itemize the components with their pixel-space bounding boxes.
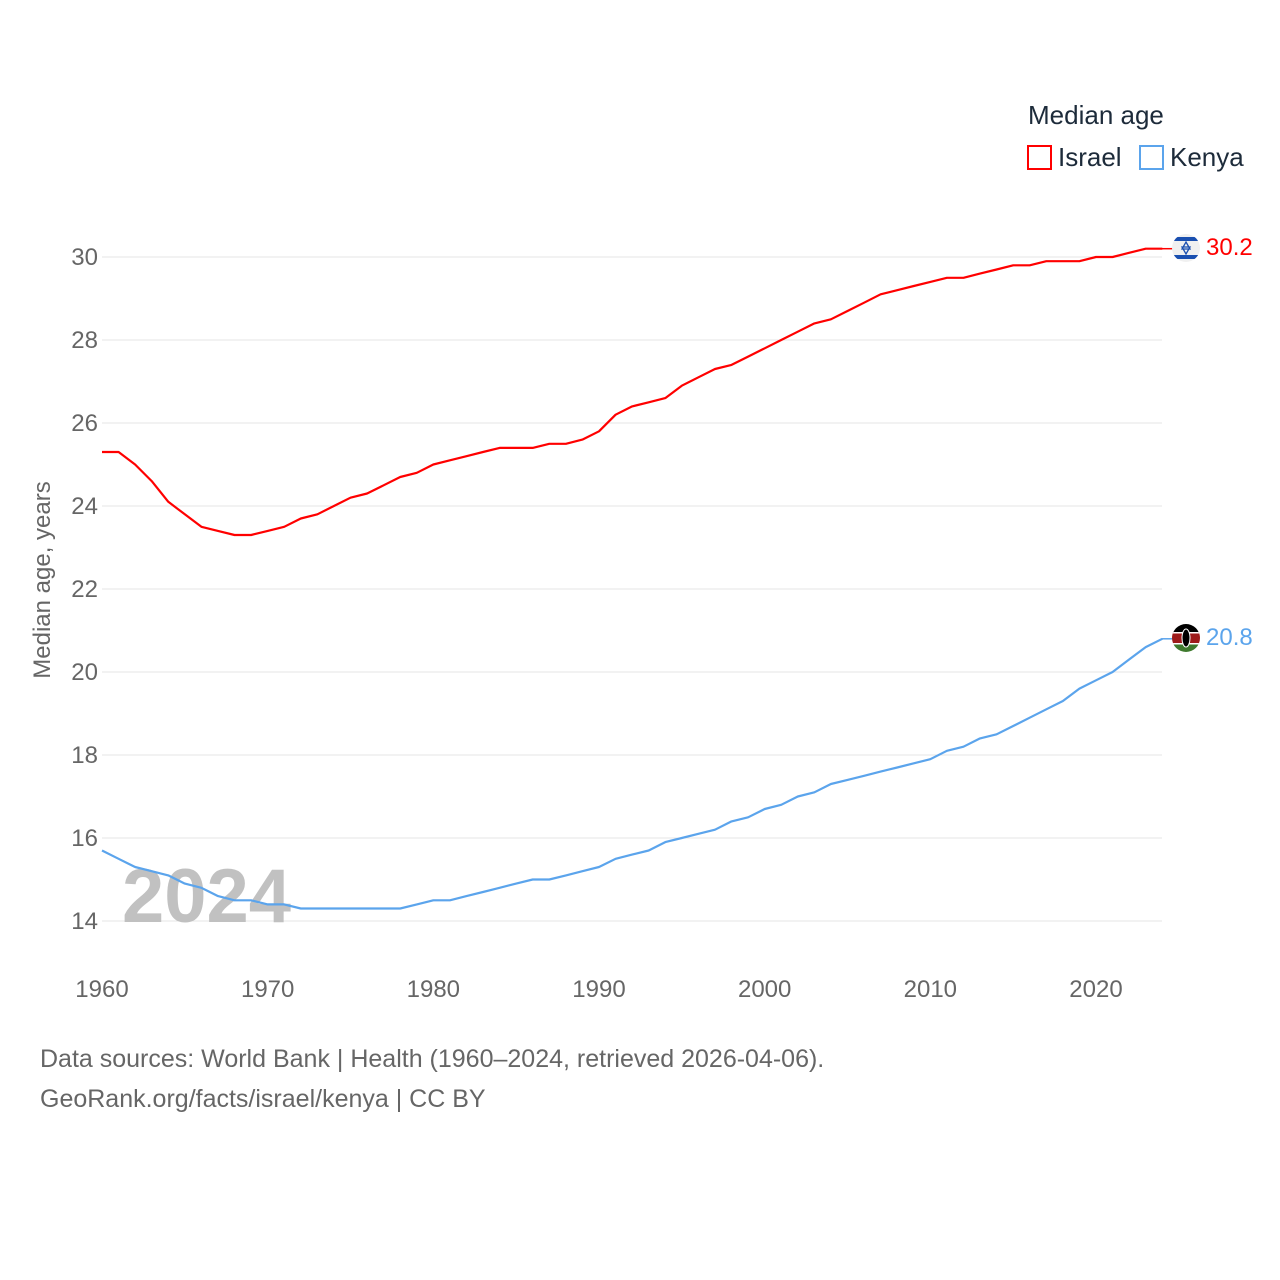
x-tick-label: 1980 xyxy=(407,976,460,1003)
end-label-israel: 30.2 xyxy=(1206,234,1253,261)
y-tick-label: 30 xyxy=(71,244,98,271)
x-tick-label: 1970 xyxy=(241,976,294,1003)
israel-flag-icon xyxy=(1172,234,1200,262)
legend-item-israel[interactable]: Israel xyxy=(1027,142,1122,172)
y-tick-label: 20 xyxy=(71,659,98,686)
kenya-flag-icon xyxy=(1172,624,1200,652)
x-tick-label: 2010 xyxy=(904,976,957,1003)
x-tick-label: 2020 xyxy=(1069,976,1122,1003)
attribution-link[interactable]: GeoRank.org/facts/israel/kenya | CC BY xyxy=(40,1085,486,1113)
y-tick-label: 16 xyxy=(71,825,98,852)
series-line-kenya xyxy=(101,637,1163,910)
y-tick-label: 18 xyxy=(71,742,98,769)
y-tick-label: 24 xyxy=(71,493,98,520)
x-tick-label: 1960 xyxy=(75,976,128,1003)
legend-swatch-israel xyxy=(1027,145,1052,170)
y-tick-label: 22 xyxy=(71,576,98,603)
y-tick-label: 26 xyxy=(71,410,98,437)
legend-label-kenya: Kenya xyxy=(1170,142,1244,172)
data-source-text: Data sources: World Bank | Health (1960–… xyxy=(40,1045,825,1073)
year-watermark: 2024 xyxy=(122,854,291,939)
y-tick-label: 28 xyxy=(71,327,98,354)
legend-title: Median age xyxy=(1028,100,1164,130)
series-line-israel xyxy=(102,247,1163,537)
legend-item-kenya[interactable]: Kenya xyxy=(1139,142,1244,172)
x-tick-label: 2000 xyxy=(738,976,791,1003)
end-label-kenya: 20.8 xyxy=(1206,624,1253,651)
legend-label-israel: Israel xyxy=(1058,142,1122,172)
x-tick-label: 1990 xyxy=(572,976,625,1003)
y-tick-label: 14 xyxy=(71,908,98,935)
y-axis-label: Median age, years xyxy=(29,481,56,678)
legend-swatch-kenya xyxy=(1139,145,1164,170)
